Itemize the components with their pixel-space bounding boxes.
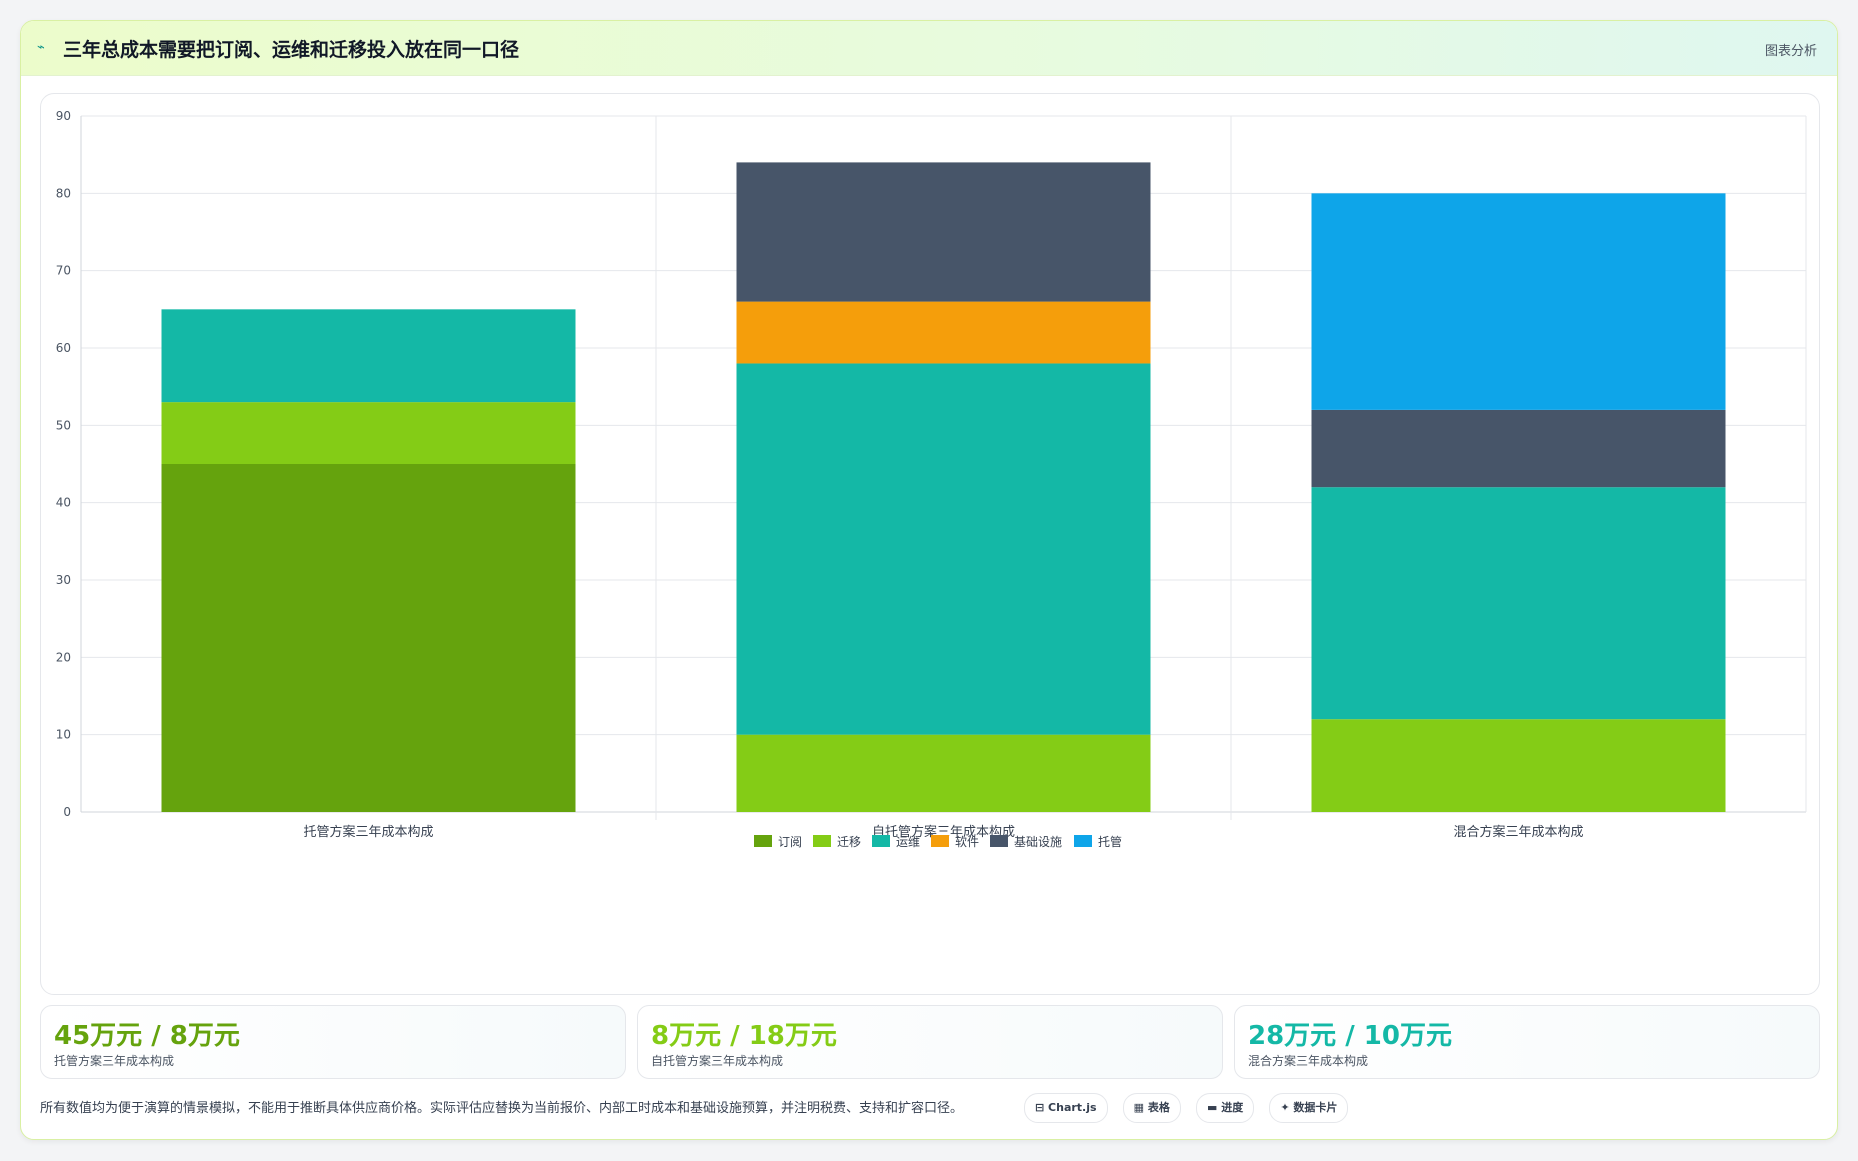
legend-label: 运维 bbox=[896, 835, 920, 849]
chart-container: 0 10 20 30 40 50 60 70 80 90 托管方案三年成本构成 自托管方案三年成本构成… bbox=[40, 93, 1820, 995]
stacked-bar-chart: 0 10 20 30 40 50 60 70 80 90 托管方案三年成本构成 自托管方案三年成本构成… bbox=[56, 109, 1807, 849]
legend-swatch bbox=[931, 835, 949, 847]
stat-label: 自托管方案三年成本构成 bbox=[651, 1054, 784, 1068]
card-title: 三年总成本需要把订阅、运维和迁移投入放在同一口径 bbox=[63, 39, 520, 61]
y-tick-label: 20 bbox=[56, 650, 71, 664]
stat-label: 托管方案三年成本构成 bbox=[54, 1054, 175, 1068]
stat-card-hybrid: 28万元 / 10万元 混合方案三年成本构成 bbox=[1234, 1005, 1820, 1079]
stat-value: 45万元 / 8万元 bbox=[54, 1021, 240, 1051]
y-tick-label: 40 bbox=[56, 496, 71, 510]
bar-segment bbox=[1311, 487, 1726, 720]
view-data-card-button[interactable]: ✦ 数据卡片 bbox=[1269, 1093, 1349, 1123]
stat-card-self-hosted: 8万元 / 18万元 自托管方案三年成本构成 bbox=[637, 1005, 1223, 1079]
x-category-label: 混合方案三年成本构成 bbox=[1453, 824, 1583, 840]
stat-card-hosted: 45万元 / 8万元 托管方案三年成本构成 bbox=[40, 1005, 626, 1079]
legend-swatch bbox=[813, 835, 831, 847]
stat-value: 28万元 / 10万元 bbox=[1248, 1021, 1452, 1051]
chart-icon: ⌁ bbox=[37, 40, 45, 55]
bar-segment bbox=[161, 464, 576, 812]
y-tick-label: 10 bbox=[56, 728, 71, 742]
bar-segment bbox=[1311, 409, 1726, 488]
y-tick-label: 70 bbox=[56, 264, 71, 278]
x-category-label: 托管方案三年成本构成 bbox=[303, 824, 433, 840]
legend-label: 订阅 bbox=[778, 835, 802, 849]
legend-label: 软件 bbox=[955, 835, 979, 849]
view-progress-button[interactable]: ▬ 进度 bbox=[1195, 1093, 1255, 1123]
x-category-label: 自托管方案三年成本构成 bbox=[872, 824, 1015, 840]
y-tick-label: 50 bbox=[56, 418, 71, 432]
bar-segment bbox=[736, 363, 1151, 735]
legend-label: 迁移 bbox=[837, 835, 861, 849]
section-tag: 图表分析 bbox=[1764, 44, 1817, 59]
bar-segment bbox=[161, 309, 576, 403]
legend-swatch bbox=[754, 835, 772, 847]
card-header: ⌁ 三年总成本需要把订阅、运维和迁移投入放在同一口径 图表分析 bbox=[21, 21, 1837, 76]
view-chartjs-button[interactable]: ⊟ Chart.js bbox=[1024, 1093, 1108, 1123]
view-table-button[interactable]: ▦ 表格 bbox=[1122, 1093, 1181, 1123]
bar-segment bbox=[736, 301, 1151, 364]
legend-label: 托管 bbox=[1098, 834, 1122, 849]
legend-swatch bbox=[1074, 835, 1092, 847]
y-tick-label: 80 bbox=[56, 186, 71, 200]
bar-segment bbox=[736, 162, 1151, 302]
y-tick-label: 90 bbox=[56, 109, 71, 123]
legend-label: 基础设施 bbox=[1014, 835, 1062, 849]
y-tick-label: 30 bbox=[56, 573, 71, 587]
chart-card: ⌁ 三年总成本需要把订阅、运维和迁移投入放在同一口径 图表分析 0 10 20 30 4… bbox=[20, 20, 1838, 1140]
bar-segment bbox=[1311, 719, 1726, 812]
stat-label: 混合方案三年成本构成 bbox=[1248, 1054, 1369, 1068]
legend-swatch bbox=[990, 835, 1008, 847]
y-tick-label: 60 bbox=[56, 341, 71, 355]
legend-swatch bbox=[872, 835, 890, 847]
footnote: 所有数值均为便于演算的情景模拟，不能用于推断具体供应商价格。实际评估应替换为当前… bbox=[40, 1101, 964, 1116]
bar-segment bbox=[1311, 193, 1726, 410]
bar-segment bbox=[161, 402, 576, 464]
bar-segment bbox=[736, 734, 1151, 812]
y-tick-label: 0 bbox=[63, 805, 71, 819]
stat-value: 8万元 / 18万元 bbox=[651, 1021, 837, 1051]
view-switcher: ⊟ Chart.js ▦ 表格 ▬ 进度 ✦ 数据卡片 bbox=[1024, 1093, 1358, 1123]
